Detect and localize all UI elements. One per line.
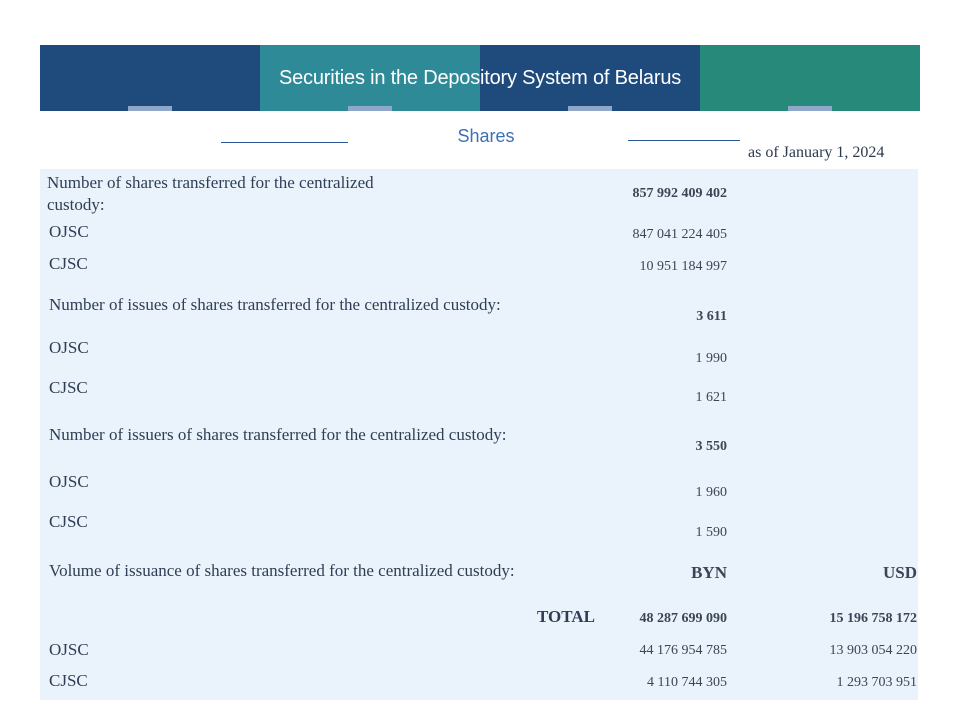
issues-cjsc-value: 1 621 [695,390,728,405]
banner-tab-2 [348,106,392,111]
volume-total-byn: 48 287 699 090 [639,611,728,626]
data-panel: Number of shares transferred for the cen… [40,169,918,700]
page-title: Securities in the Depository System of B… [278,66,682,89]
shares-ojsc-label: OJSC [49,222,89,241]
shares-transferred-total: 857 992 409 402 [632,186,728,201]
shares-cjsc-value: 10 951 184 997 [639,259,728,274]
volume-byn-header: BYN [691,563,727,582]
issues-ojsc-value: 1 990 [695,351,728,366]
volume-total-usd: 15 196 758 172 [829,611,918,626]
issues-ojsc-label: OJSC [49,338,89,357]
banner-segment-3 [480,45,700,111]
volume-label: Volume of issuance of shares transferred… [49,561,515,580]
issuers-label: Number of issuers of shares transferred … [49,425,507,444]
volume-cjsc-byn: 4 110 744 305 [647,675,727,690]
banner-segment-2 [260,45,480,111]
issuers-cjsc-value: 1 590 [695,525,728,540]
banner-tab-3 [568,106,612,111]
volume-usd-header: USD [882,563,917,582]
volume-ojsc-byn: 44 176 954 785 [639,643,728,658]
banner-tab-1 [128,106,172,111]
issuers-cjsc-label: CJSC [49,512,88,531]
volume-cjsc-label: CJSC [49,671,88,690]
decorative-line-left [221,142,348,143]
volume-ojsc-usd: 13 903 054 220 [829,643,918,658]
issuers-ojsc-label: OJSC [49,472,89,491]
decorative-line-right [628,140,740,141]
volume-ojsc-label: OJSC [49,640,89,659]
banner-segment-1 [40,45,260,111]
issuers-ojsc-value: 1 960 [695,485,728,500]
volume-total-label: TOTAL [537,607,595,626]
banner-segment-4 [700,45,920,111]
shares-ojsc-value: 847 041 224 405 [632,227,728,242]
section-subtitle: Shares [457,126,515,146]
issuers-total: 3 550 [695,439,728,454]
banner-tab-4 [788,106,832,111]
issues-cjsc-label: CJSC [49,378,88,397]
shares-cjsc-label: CJSC [49,254,88,273]
title-banner [40,45,920,111]
subheader: Shares as of January 1, 2024 [40,112,920,168]
shares-transferred-label: Number of shares transferred for the cen… [47,173,374,214]
volume-cjsc-usd: 1 293 703 951 [836,675,918,690]
as-of-date: as of January 1, 2024 [748,144,885,161]
issues-total: 3 611 [696,309,727,324]
issues-label: Number of issues of shares transferred f… [49,295,501,314]
